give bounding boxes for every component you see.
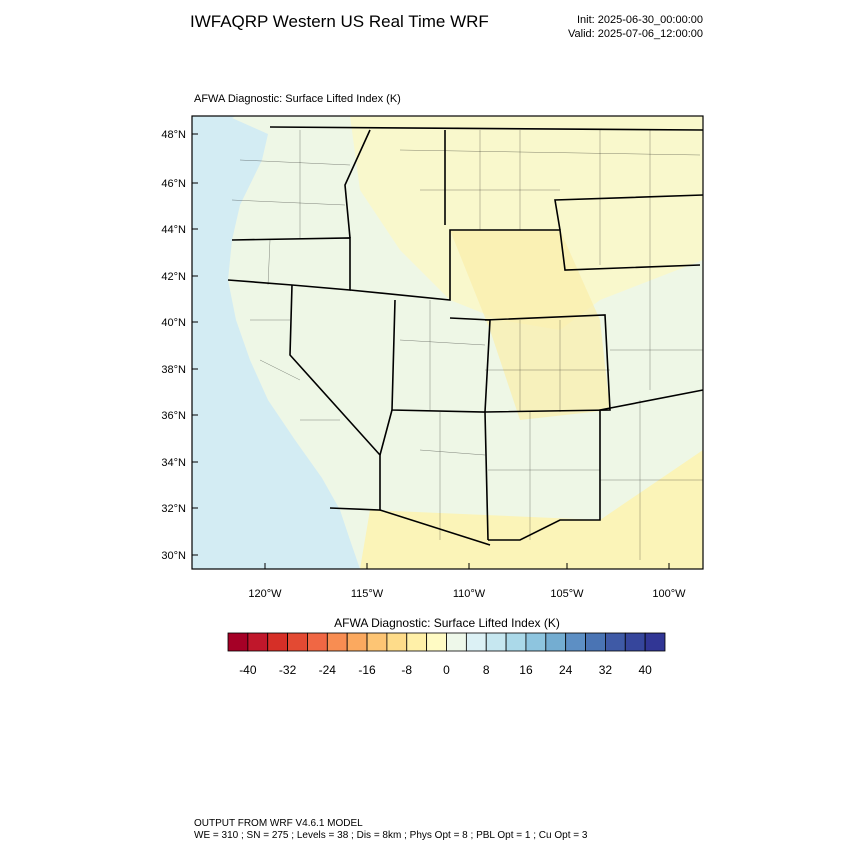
colorbar-box (426, 632, 447, 652)
colorbar-label: -24 (319, 663, 337, 677)
colorbar-label: -40 (239, 663, 257, 677)
county-borders (231, 130, 703, 560)
lon-label: 110°W (453, 588, 486, 600)
init-time: Init: 2025-06-30_00:00:00 (577, 14, 703, 26)
colorbar-box (565, 632, 586, 652)
footer-line: WE = 310 ; SN = 275 ; Levels = 38 ; Dis … (194, 830, 588, 841)
lat-label: 34°N (161, 457, 186, 469)
colorbar-box (386, 632, 408, 652)
colorbar-box (307, 632, 328, 652)
colorbar-box (525, 632, 547, 652)
map-title: AFWA Diagnostic: Surface Lifted Index (K… (194, 93, 401, 105)
colorbar-box (366, 632, 388, 652)
colorbar-box (326, 632, 348, 652)
lat-label: 36°N (161, 410, 186, 422)
lat-label: 42°N (161, 271, 186, 283)
warm-area (450, 230, 610, 420)
colorbar-label: -32 (279, 663, 297, 677)
colorbar-box (644, 632, 666, 652)
colorbar-label: -16 (358, 663, 376, 677)
colorbar-box (585, 632, 606, 652)
lon-label: 115°W (351, 588, 384, 600)
lat-label: 32°N (161, 503, 186, 515)
title: IWFAQRP Western US Real Time WRF (190, 12, 489, 31)
valid-time: Valid: 2025-07-06_12:00:00 (568, 28, 703, 40)
colorbar-label: 32 (599, 663, 613, 677)
colorbar-box (624, 632, 646, 652)
colorbar-box (227, 632, 249, 652)
map-frame (191, 115, 704, 570)
lat-label: 48°N (161, 129, 186, 141)
colorbar-box (545, 632, 567, 652)
footer-line: OUTPUT FROM WRF V4.6.1 MODEL (194, 818, 363, 829)
colorbar-label: 0 (443, 663, 450, 677)
colorbar-box (287, 632, 308, 652)
lon-label: 120°W (248, 588, 282, 600)
colorbar-label: 16 (519, 663, 533, 677)
lon-label: 100°W (652, 588, 686, 600)
colorbar-label: 24 (559, 663, 573, 677)
colorbar-label: 40 (638, 663, 652, 677)
lat-label: 46°N (161, 178, 186, 190)
colorbar-box (346, 632, 368, 652)
lat-label: 38°N (161, 364, 186, 376)
colorbar-box (485, 632, 507, 652)
colorbar: -40 -32 -24 -16 -8 0 8 16 24 32 40 (227, 632, 666, 677)
colorbar-label: -8 (401, 663, 412, 677)
lat-label: 40°N (161, 317, 186, 329)
colorbar-box (267, 632, 288, 652)
map: 48°N 46°N 44°N 42°N 40°N 38°N 36°N 34°N 32°N 30°N… (161, 115, 704, 600)
state-borders (227, 126, 704, 546)
colorbar-box (406, 632, 428, 652)
colorbar-box (247, 632, 269, 652)
colorbar-box (505, 632, 527, 652)
lat-label: 44°N (161, 224, 186, 236)
colorbar-box (465, 632, 487, 652)
colorbar-box (605, 632, 626, 652)
colorbar-box (446, 632, 467, 652)
lon-label: 105°W (550, 588, 584, 600)
colorbar-label: 8 (483, 663, 490, 677)
warm-area (360, 450, 703, 569)
warm-area (350, 116, 703, 330)
lat-label: 30°N (161, 550, 186, 562)
colorbar-title: AFWA Diagnostic: Surface Lifted Index (K… (334, 616, 560, 630)
